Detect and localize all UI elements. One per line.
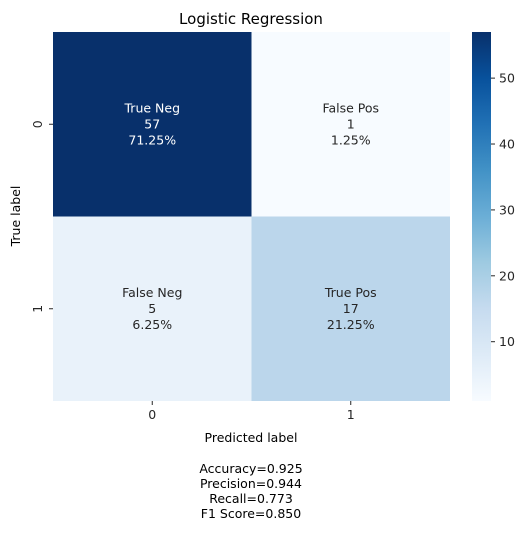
colorbar-tick-label-2: 30: [499, 202, 515, 217]
cell-annotation-1-1-2: 21.25%: [327, 317, 375, 332]
cell-annotation-1-0-2: 6.25%: [132, 317, 172, 332]
y-tick-label-1: 1: [30, 305, 45, 313]
colorbar-tick-label-1: 20: [499, 268, 515, 283]
y-axis-ticks: 01: [30, 120, 53, 313]
colorbar-tick-label-4: 50: [499, 71, 515, 86]
cell-annotation-0-0-0: True Neg: [124, 100, 181, 115]
colorbar-tick-label-3: 40: [499, 137, 515, 152]
cell-annotation-0-1-2: 1.25%: [331, 132, 371, 147]
x-axis-label: Predicted label: [205, 430, 298, 445]
cell-annotation-1-1-1: 17: [343, 301, 359, 316]
x-tick-label-0: 0: [148, 407, 156, 422]
metric-line-3: F1 Score=0.850: [201, 506, 301, 521]
metric-line-2: Recall=0.773: [209, 491, 293, 506]
colorbar: [472, 32, 491, 401]
cell-annotation-0-0-2: 71.25%: [128, 132, 176, 147]
heatmap-cells: [53, 32, 450, 401]
metric-line-1: Precision=0.944: [200, 476, 302, 491]
heatmap-cell-0-1: [251, 32, 450, 217]
metrics-block: Accuracy=0.925Precision=0.944Recall=0.77…: [199, 461, 302, 521]
cell-annotation-1-1-0: True Pos: [324, 285, 377, 300]
colorbar-tick-label-0: 10: [499, 334, 515, 349]
x-tick-label-1: 1: [347, 407, 355, 422]
heatmap-cell-0-0: [53, 32, 252, 217]
cell-annotation-1-0-1: 5: [148, 301, 156, 316]
y-axis-label: True label: [8, 186, 23, 248]
cell-annotation-1-0-0: False Neg: [122, 285, 182, 300]
heatmap-cell-1-1: [251, 216, 450, 401]
chart-title: Logistic Regression: [179, 10, 323, 28]
colorbar-ticks: 10 20 30 40 50: [491, 71, 515, 349]
metric-line-0: Accuracy=0.925: [199, 461, 302, 476]
cell-annotation-0-0-1: 57: [144, 116, 160, 131]
heatmap-cell-1-0: [53, 216, 252, 401]
cell-annotation-0-1-1: 1: [347, 116, 355, 131]
y-tick-label-0: 0: [30, 120, 45, 128]
cell-annotation-0-1-0: False Pos: [322, 100, 379, 115]
